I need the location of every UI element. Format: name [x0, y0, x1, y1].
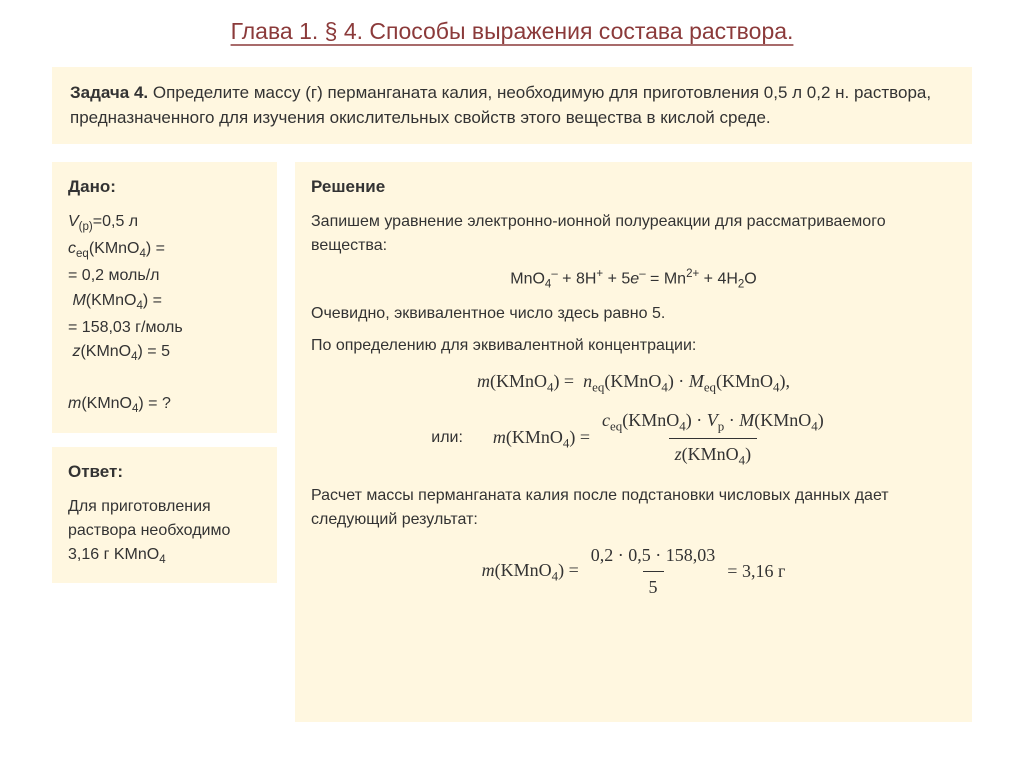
given-panel: Дано: V(р)=0,5 л ceq(KMnO4) = = 0,2 моль…	[52, 162, 277, 433]
given-line: = 158,03 г/моль	[68, 316, 261, 341]
given-line	[68, 368, 261, 393]
solution-panel: Решение Запишем уравнение электронно-ион…	[295, 162, 972, 722]
given-heading: Дано:	[68, 174, 261, 200]
formula-1: m(KMnO4) = neq(KMnO4) · Meq(KMnO4),	[311, 368, 956, 397]
problem-label: Задача 4.	[70, 83, 148, 102]
given-lines: V(р)=0,5 л ceq(KMnO4) = = 0,2 моль/л M(K…	[68, 210, 261, 420]
given-line: M(KMnO4) =	[68, 289, 261, 316]
left-column: Дано: V(р)=0,5 л ceq(KMnO4) = = 0,2 моль…	[52, 162, 277, 736]
answer-text: Для приготовления раствора необходимо 3,…	[68, 495, 261, 569]
answer-heading: Ответ:	[68, 459, 261, 485]
solution-intro: Запишем уравнение электронно-ионной полу…	[311, 210, 956, 258]
problem-text: Определите массу (г) перманганата калия,…	[70, 83, 931, 127]
solution-obvious: Очевидно, эквивалентное число здесь равн…	[311, 302, 956, 326]
page-title: Глава 1. § 4. Способы выражения состава …	[52, 18, 972, 45]
given-line: = 0,2 моль/л	[68, 264, 261, 289]
formula-2: или: m(KMnO4) = ceq(KMnO4) · Vр · M(KMnO…	[311, 407, 956, 470]
content-columns: Дано: V(р)=0,5 л ceq(KMnO4) = = 0,2 моль…	[52, 162, 972, 736]
solution-bydef: По определению для эквивалентной концент…	[311, 334, 956, 358]
solution-heading: Решение	[311, 174, 956, 200]
formula3-den: 5	[643, 571, 664, 601]
formula3-num: 0,2 · 0,5 · 158,03	[585, 542, 722, 571]
given-line: V(р)=0,5 л	[68, 210, 261, 237]
given-line: m(KMnO4) = ?	[68, 392, 261, 419]
given-line: ceq(KMnO4) =	[68, 237, 261, 264]
or-label: или:	[431, 426, 463, 450]
calc-intro: Расчет массы перманганата калия после по…	[311, 484, 956, 532]
given-line: z(KMnO4) = 5	[68, 340, 261, 367]
problem-statement: Задача 4. Определите массу (г) перманган…	[52, 67, 972, 144]
right-column: Решение Запишем уравнение электронно-ион…	[295, 162, 972, 736]
answer-panel: Ответ: Для приготовления раствора необхо…	[52, 447, 277, 583]
half-reaction: MnO4– + 8H+ + 5e– = Mn2+ + 4H2O	[311, 266, 956, 294]
formula-3: m(KMnO4) = 0,2 · 0,5 · 158,03 5 = 3,16 г	[311, 542, 956, 601]
formula3-result: = 3,16 г	[727, 558, 785, 585]
